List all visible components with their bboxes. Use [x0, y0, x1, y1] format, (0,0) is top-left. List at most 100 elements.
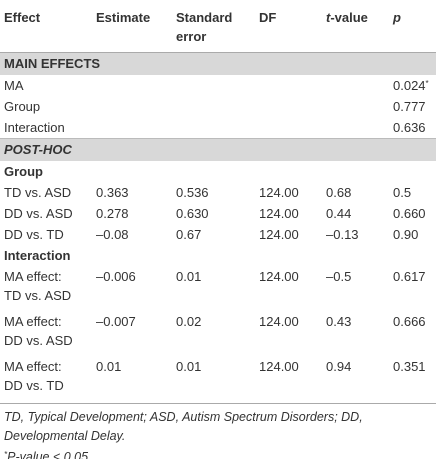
value-cell: 0.68: [322, 182, 389, 203]
effect-label: MA effect:: [4, 314, 62, 329]
value-text: 0.630: [176, 206, 209, 221]
value-cell: 0.617: [389, 266, 436, 311]
value-cell: [92, 117, 172, 139]
value-text: 124.00: [259, 185, 299, 200]
value-text: 0.666: [393, 314, 426, 329]
value-cell: –0.006: [92, 266, 172, 311]
value-cell: –0.5: [322, 266, 389, 311]
value-cell: 0.67: [172, 224, 255, 245]
value-cell: 0.363: [92, 182, 172, 203]
data-row: Group 0.777: [0, 96, 436, 117]
value-text: 0.024: [393, 78, 426, 93]
data-row: DD vs. ASD 0.278 0.630 124.00 0.44 0.660: [0, 203, 436, 224]
value-cell: [322, 117, 389, 139]
value-cell: 124.00: [255, 266, 322, 311]
value-text: 0.01: [176, 359, 202, 374]
value-cell: [255, 117, 322, 139]
data-row: MA effect: DD vs. TD 0.01 0.01 124.00 0.94 0.3…: [0, 356, 436, 404]
value-cell: [172, 96, 255, 117]
value-cell: [172, 75, 255, 96]
value-cell: [255, 75, 322, 96]
effect-cell: TD vs. ASD: [0, 182, 92, 203]
table: Effect Estimate Standard error DF t-value p M…: [0, 0, 436, 404]
value-cell: 124.00: [255, 203, 322, 224]
data-row: DD vs. TD –0.08 0.67 124.00 –0.13 0.90: [0, 224, 436, 245]
effect-label: TD vs. ASD: [4, 185, 72, 200]
value-cell: 0.90: [389, 224, 436, 245]
value-text: 0.02: [176, 314, 202, 329]
value-cell: 0.278: [92, 203, 172, 224]
value-cell: 124.00: [255, 356, 322, 404]
footnote: TD, Typical Development; ASD, Autism Spe…: [4, 410, 363, 443]
effect-label: DD vs. TD: [4, 378, 64, 393]
subheading: Group: [4, 164, 43, 179]
data-row: Interaction 0.636: [0, 117, 436, 139]
value-text: 0.5: [393, 185, 412, 200]
value-cell: [322, 96, 389, 117]
data-row: MA effect: DD vs. ASD –0.007 0.02 124.00 0.43…: [0, 311, 436, 356]
effect-cell: MA effect: DD vs. TD: [0, 356, 92, 404]
value-text: 0.536: [176, 185, 209, 200]
value-text: –0.006: [96, 269, 136, 284]
effect-cell: MA effect: DD vs. ASD: [0, 311, 92, 356]
value-cell: [92, 96, 172, 117]
effect-label: MA effect:: [4, 269, 62, 284]
effect-label: Group: [4, 99, 41, 114]
effect-label: MA effect:: [4, 359, 62, 374]
value-cell: 0.024*: [389, 75, 436, 96]
value-text: 124.00: [259, 269, 299, 284]
value-cell: 0.536: [172, 182, 255, 203]
value-cell: 0.636: [389, 117, 436, 139]
value-cell: 0.01: [172, 356, 255, 404]
value-text: 124.00: [259, 314, 299, 329]
value-cell: –0.13: [322, 224, 389, 245]
value-text: –0.08: [96, 227, 129, 242]
value-cell: 0.777: [389, 96, 436, 117]
value-cell: 0.43: [322, 311, 389, 356]
value-note: *: [425, 79, 429, 88]
effect-label: DD vs. ASD: [4, 333, 73, 348]
section-title: POST-HOC: [0, 138, 436, 161]
data-row: MA effect: TD vs. ASD –0.006 0.01 124.00 –0.5…: [0, 266, 436, 311]
value-cell: –0.08: [92, 224, 172, 245]
value-cell: –0.007: [92, 311, 172, 356]
data-row: TD vs. ASD 0.363 0.536 124.00 0.68 0.5: [0, 182, 436, 203]
value-text: –0.5: [326, 269, 352, 284]
value-text: 124.00: [259, 227, 299, 242]
effect-label: DD vs. TD: [4, 227, 64, 242]
effect-label: TD vs. ASD: [4, 288, 72, 303]
effect-label: Interaction: [4, 120, 65, 135]
value-text: 0.636: [393, 120, 426, 135]
value-text: 124.00: [259, 359, 299, 374]
subheading: Interaction: [4, 248, 71, 263]
section-row: MAIN EFFECTS: [0, 52, 436, 75]
value-cell: 0.94: [322, 356, 389, 404]
value-cell: 0.01: [172, 266, 255, 311]
value-text: 0.94: [326, 359, 352, 374]
effect-cell: Interaction: [0, 117, 92, 139]
value-cell: [255, 96, 322, 117]
column-header: Estimate: [92, 0, 172, 53]
column-header: Effect: [0, 0, 92, 53]
effect-cell: MA effect: TD vs. ASD: [0, 266, 92, 311]
value-text: 0.777: [393, 99, 426, 114]
table-body: MAIN EFFECTS MA 0.024* Group 0.777 Interactio…: [0, 52, 436, 404]
value-cell: 0.660: [389, 203, 436, 224]
value-text: –0.13: [326, 227, 359, 242]
value-text: 0.01: [96, 359, 122, 374]
header-row: Effect Estimate Standard error DF t-value p: [0, 0, 436, 53]
footnote-mark: *: [4, 450, 8, 459]
effect-cell: DD vs. TD: [0, 224, 92, 245]
value-cell: [172, 117, 255, 139]
value-text: 0.278: [96, 206, 129, 221]
footnote: *P-value < 0.05.: [4, 448, 432, 459]
value-cell: [322, 75, 389, 96]
value-text: 0.617: [393, 269, 426, 284]
value-text: –0.007: [96, 314, 136, 329]
section-row: POST-HOC: [0, 138, 436, 161]
column-header: p: [389, 0, 436, 53]
value-cell: 124.00: [255, 224, 322, 245]
value-cell: [92, 75, 172, 96]
value-text: 0.01: [176, 269, 202, 284]
